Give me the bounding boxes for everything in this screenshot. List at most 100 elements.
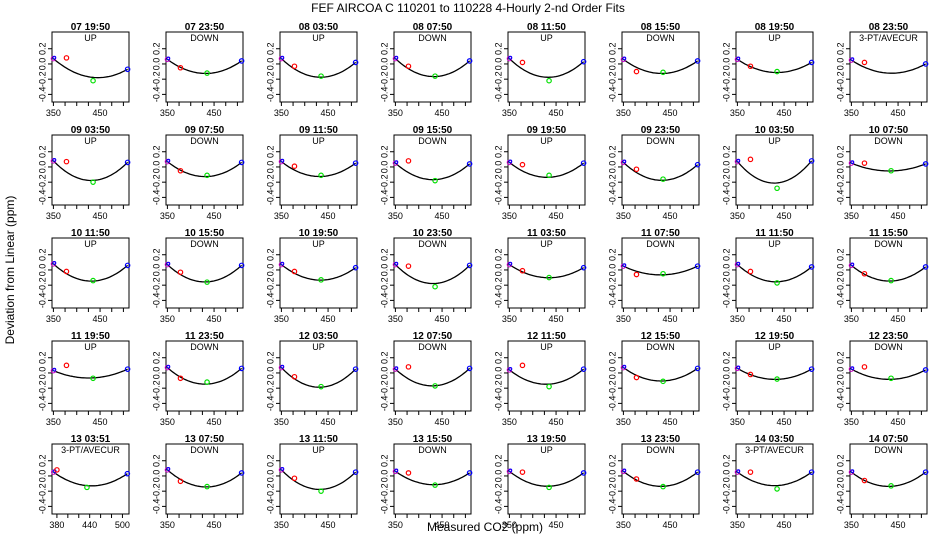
x-tick-label: 450 <box>435 314 450 324</box>
x-tick-label: 450 <box>321 108 336 118</box>
panel-frame <box>165 134 244 206</box>
point-red <box>291 63 298 70</box>
y-tick-label: -0.2 <box>379 483 389 499</box>
point-low-std <box>280 261 285 266</box>
y-tick-label: -0.4 <box>265 190 275 206</box>
point-low-std <box>508 55 513 60</box>
x-tick-label: 450 <box>321 211 336 221</box>
point-blue <box>124 366 131 372</box>
y-tick-label: 0.2 <box>151 351 161 364</box>
y-tick-label: 0.2 <box>265 145 275 158</box>
panel-mode: DOWN <box>190 239 219 249</box>
fit-curve <box>394 162 471 181</box>
point-green <box>774 376 780 382</box>
point-blue <box>238 470 245 476</box>
point-low-std <box>622 364 627 369</box>
panel-mode: UP <box>540 239 553 249</box>
point-red <box>63 55 70 61</box>
y-tick-label: -0.4 <box>151 396 161 412</box>
panel-mode: DOWN <box>646 136 675 146</box>
y-tick-label: 0.2 <box>607 248 617 261</box>
point-low-std <box>166 158 171 163</box>
y-tick-label: -0.4 <box>379 499 389 515</box>
x-tick-label: 450 <box>663 108 678 118</box>
panel-time: 13 11:50 <box>299 434 338 445</box>
y-tick-label: -0.2 <box>493 277 503 293</box>
y-tick-label: -0.2 <box>151 380 161 396</box>
point-blue <box>808 469 815 475</box>
y-tick-label: -0.4 <box>379 87 389 103</box>
panel-frame <box>393 134 472 206</box>
fit-curve <box>52 58 128 79</box>
point-red <box>633 476 640 482</box>
x-tick-label: 350 <box>730 108 745 118</box>
panel-frame <box>393 443 472 515</box>
y-tick-label: 0.0 <box>265 58 275 71</box>
y-tick-label: -0.4 <box>151 499 161 515</box>
panel-frame <box>51 134 130 206</box>
point-low-std <box>280 466 285 471</box>
fit-curve <box>509 470 584 487</box>
fit-curve <box>166 161 242 178</box>
point-red <box>861 477 868 484</box>
panel-frame <box>507 31 586 103</box>
y-tick-label: 0.2 <box>493 42 503 55</box>
y-tick-label: 0.2 <box>151 248 161 261</box>
fit-curve <box>394 264 471 285</box>
y-tick-label: 0.0 <box>151 161 161 174</box>
x-tick-label: 350 <box>616 417 631 427</box>
point-red <box>405 63 412 70</box>
y-tick-label: -0.2 <box>379 277 389 293</box>
point-blue <box>124 159 131 166</box>
y-tick-label: -0.4 <box>265 396 275 412</box>
panel-time: 13 19:50 <box>527 434 567 445</box>
point-blue <box>124 470 131 477</box>
point-red <box>177 375 184 382</box>
panel-mode: DOWN <box>646 342 675 352</box>
x-tick-label: 450 <box>663 520 678 530</box>
point-blue <box>352 469 359 475</box>
panel-time: 13 03:51 <box>71 434 111 445</box>
point-low-std <box>850 366 855 371</box>
panel-frame <box>849 134 928 206</box>
panel-time: 10 23:50 <box>413 228 453 239</box>
x-tick-label: 350 <box>46 314 61 324</box>
panel-frame <box>51 340 130 412</box>
panel-mode: DOWN <box>418 33 447 43</box>
panel-frame <box>165 237 244 309</box>
x-tick-label: 450 <box>207 417 222 427</box>
x-tick-label: 450 <box>93 211 108 221</box>
x-tick-label: 450 <box>891 314 906 324</box>
panel-mode: DOWN <box>874 342 903 352</box>
x-tick-label: 350 <box>844 211 859 221</box>
panel-mode: DOWN <box>190 445 219 455</box>
y-tick-label: -0.4 <box>379 190 389 206</box>
point-green <box>660 270 666 277</box>
x-tick-label: 450 <box>891 417 906 427</box>
y-tick-label: 0.0 <box>607 58 617 71</box>
x-tick-label: 350 <box>616 520 631 530</box>
panel-frame <box>279 237 358 309</box>
y-tick-label: -0.2 <box>493 380 503 396</box>
point-low-std <box>52 157 57 162</box>
x-tick-label: 450 <box>93 108 108 118</box>
point-low-std <box>622 159 627 164</box>
y-tick-label: -0.2 <box>265 277 275 293</box>
x-tick-label: 350 <box>730 417 745 427</box>
point-red <box>861 160 868 166</box>
y-tick-label: -0.4 <box>265 499 275 515</box>
y-tick-label: -0.4 <box>493 499 503 515</box>
x-tick-label: 350 <box>160 108 175 118</box>
y-tick-label: -0.4 <box>607 190 617 206</box>
point-low-std <box>736 365 741 370</box>
panel-mode: UP <box>540 342 553 352</box>
panel-time: 10 03:50 <box>755 125 795 136</box>
y-tick-label: -0.2 <box>721 277 731 293</box>
fit-curve <box>622 161 699 181</box>
y-tick-label: -0.2 <box>607 174 617 190</box>
point-red <box>405 158 412 164</box>
panel-mode: UP <box>540 33 553 43</box>
